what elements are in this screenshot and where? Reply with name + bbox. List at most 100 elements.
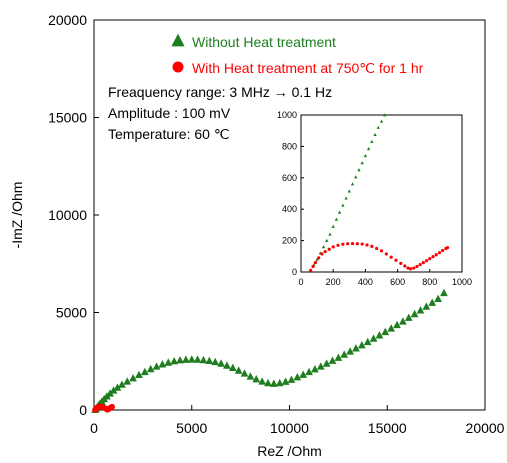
inset-data-point	[406, 266, 410, 270]
inset-data-point	[350, 241, 355, 246]
inset-data-point	[431, 255, 435, 259]
data-point	[211, 357, 220, 366]
inset-data-point	[366, 146, 371, 151]
inset-data-point	[354, 175, 358, 179]
inset-data-point	[441, 248, 445, 253]
inset-data-point	[437, 251, 442, 255]
data-point	[357, 341, 366, 349]
inset-data-point	[320, 252, 324, 256]
data-point	[346, 347, 354, 355]
inset-data-point	[334, 217, 339, 221]
data-point	[152, 362, 161, 370]
inset-data-point	[350, 182, 355, 186]
data-point	[217, 359, 225, 367]
inset-data-point	[309, 268, 313, 273]
data-point	[129, 374, 137, 382]
x-axis-label: ReZ /Ohm	[257, 443, 322, 459]
data-point	[422, 302, 431, 310]
data-point	[264, 378, 272, 387]
data-point	[113, 383, 122, 391]
inset-y-tick-label: 1000	[277, 110, 297, 120]
data-point	[428, 298, 437, 306]
inset-data-point	[311, 264, 315, 269]
data-point	[287, 375, 296, 383]
inset-data-point	[445, 246, 450, 250]
data-point	[340, 350, 349, 358]
y-tick-label: 20000	[48, 12, 87, 28]
inset-data-point	[315, 257, 319, 261]
inset-data-point	[389, 255, 393, 259]
inset-data-point	[415, 264, 419, 269]
inset-y-tick-label: 0	[292, 267, 297, 277]
data-point	[381, 327, 390, 336]
legend: Without Heat treatment With Heat treatmen…	[171, 33, 424, 76]
data-point	[106, 389, 114, 397]
data-point	[170, 357, 179, 365]
inset-data-point	[403, 264, 407, 268]
inset-data-point	[375, 246, 379, 251]
inset-data-point	[383, 113, 387, 117]
data-point	[416, 306, 425, 314]
data-point	[299, 370, 308, 378]
y-tick-label: 15000	[48, 110, 87, 126]
inset-y-tick-label: 600	[282, 173, 297, 183]
inset-data-point	[341, 242, 345, 246]
data-point	[369, 334, 378, 342]
data-point	[322, 359, 331, 367]
inset-data-point	[336, 243, 340, 247]
inset-data-point	[360, 242, 364, 246]
inset-data-point	[317, 256, 321, 260]
inset-data-point	[373, 132, 377, 136]
data-point	[193, 355, 202, 363]
x-tick-label: 10000	[270, 420, 309, 436]
data-point	[246, 372, 255, 380]
data-point	[123, 377, 132, 385]
data-point	[140, 367, 149, 376]
data-point	[270, 379, 278, 387]
data-point	[164, 358, 173, 366]
data-point	[108, 403, 115, 410]
inset-data-point	[418, 263, 422, 267]
inset-x-tick-label: 600	[390, 277, 405, 287]
data-point	[316, 362, 325, 370]
inset-data-point	[337, 210, 342, 214]
x-tick-label: 20000	[466, 420, 505, 436]
inset-data-point	[331, 224, 335, 228]
data-point	[440, 288, 448, 297]
inset-data-point	[379, 249, 384, 253]
annotation-text: Temperature: 60 ℃	[108, 126, 230, 142]
inset-data-point	[384, 252, 388, 256]
inset-data-point	[328, 232, 332, 236]
inset-data-point	[323, 249, 327, 254]
inset-data-point	[379, 119, 384, 123]
data-point	[234, 366, 243, 374]
inset-data-point	[346, 242, 350, 246]
data-point	[399, 317, 407, 325]
inset-x-tick-label: 800	[422, 277, 437, 287]
inset-frame	[300, 114, 463, 273]
legend-label: Without Heat treatment	[192, 34, 336, 50]
data-point	[352, 344, 360, 352]
main-plot: 0 5000 10000 15000 2000005000100001500020000…	[9, 12, 505, 459]
data-point	[410, 309, 419, 318]
legend-marker	[172, 61, 184, 73]
inset-x-tick-label: 1000	[452, 277, 472, 287]
inset-data-point	[313, 260, 318, 265]
x-tick-label: 0	[90, 420, 98, 436]
inset-data-point	[370, 244, 374, 249]
data-point	[176, 356, 184, 364]
inset-plot: 0 200 400 600 800 1000 0 200 400 600 800 1000	[277, 110, 472, 287]
inset-x-tick-label: 0	[298, 277, 303, 287]
inset-data-point	[370, 139, 374, 144]
data-point	[334, 353, 343, 361]
inset-x-tick-label: 400	[358, 277, 373, 287]
inset-data-point	[325, 238, 329, 242]
annotations: Freaquency range: 3 MHz → 0.1 Hz Amplitud…	[108, 84, 332, 142]
data-point	[146, 364, 155, 373]
x-tick-label: 5000	[176, 420, 207, 436]
data-point	[328, 356, 337, 364]
data-point	[135, 370, 143, 379]
y-tick-label: 0	[79, 402, 87, 418]
data-point	[187, 355, 196, 363]
